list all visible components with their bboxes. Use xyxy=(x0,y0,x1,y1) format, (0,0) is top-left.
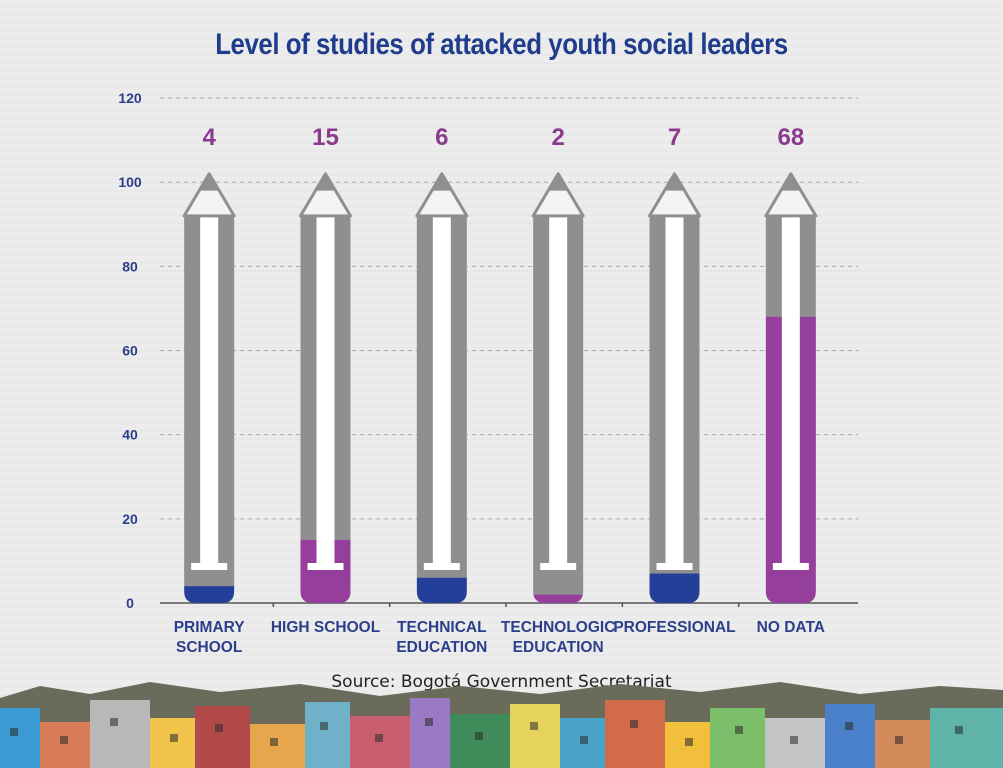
pencil-cone xyxy=(531,172,585,218)
pencil-eraser-band xyxy=(423,563,460,570)
x-tick-label: HIGH SCHOOL xyxy=(271,619,380,636)
pencil-bar-chart: 0 20 40 60 80 100 120 4 PRIMARY SCHOOL 15 HIGH SCHO… xyxy=(118,90,858,656)
y-tick-label: 20 xyxy=(122,511,138,527)
y-tick-label: 0 xyxy=(126,595,134,611)
bar-fill xyxy=(416,577,467,603)
x-tick-label: TECHNICAL xyxy=(397,619,487,636)
x-tick-label: SCHOOL xyxy=(176,639,242,656)
pencil-center-stripe xyxy=(549,215,568,564)
y-tick-label: 120 xyxy=(118,90,142,106)
pencil-lead-tip xyxy=(199,173,220,191)
x-tick-label: EDUCATION xyxy=(396,639,487,656)
pencil-center-stripe xyxy=(316,215,335,564)
pencil-eraser-band xyxy=(772,563,809,570)
pencil-lead-tip xyxy=(780,173,801,191)
pencil-lead-tip xyxy=(431,173,452,191)
pencil-lead-tip xyxy=(664,173,685,191)
bar-fill xyxy=(649,573,700,603)
source-note: Source: Bogotá Government Secretariat xyxy=(331,672,672,692)
x-tick-label: PRIMARY xyxy=(174,619,246,636)
pencil-center-stripe xyxy=(432,215,451,564)
pencil-cone xyxy=(299,172,352,218)
y-tick-label: 100 xyxy=(118,174,142,190)
data-label: 2 xyxy=(551,124,564,151)
x-tick-label: TECHNOLOGIC xyxy=(501,619,616,636)
pencil-center-stripe xyxy=(665,215,684,564)
pencil-cone xyxy=(182,172,236,218)
x-tick-label: PROFESSIONAL xyxy=(613,619,735,636)
pencil-center-stripe xyxy=(200,215,219,564)
data-label: 15 xyxy=(312,124,339,151)
pencil-lead-tip xyxy=(315,173,336,191)
data-label: 4 xyxy=(202,124,216,151)
data-label: 6 xyxy=(435,124,448,151)
pencil-eraser-band xyxy=(307,563,344,570)
pencil-eraser-band xyxy=(191,563,228,570)
chart-title: Level of studies of attacked youth socia… xyxy=(215,28,788,61)
pencil-cone xyxy=(764,172,818,218)
x-tick-label: EDUCATION xyxy=(513,639,604,656)
data-label: 68 xyxy=(777,124,804,151)
pencil-eraser-band xyxy=(540,563,577,570)
bar-fill xyxy=(184,586,235,603)
pencil-eraser-band xyxy=(656,563,693,570)
colorful-houses-skyline-image xyxy=(0,682,1003,768)
y-tick-label: 40 xyxy=(122,427,138,443)
data-label: 7 xyxy=(668,124,681,151)
pencil-cone xyxy=(648,172,701,218)
y-tick-label: 80 xyxy=(122,258,138,274)
pencil-center-stripe xyxy=(781,215,800,564)
pencil-lead-tip xyxy=(548,173,569,191)
bar-fill xyxy=(533,594,584,603)
y-tick-label: 60 xyxy=(122,343,138,359)
pencil-cone xyxy=(415,172,469,218)
x-tick-label: NO DATA xyxy=(757,619,825,636)
